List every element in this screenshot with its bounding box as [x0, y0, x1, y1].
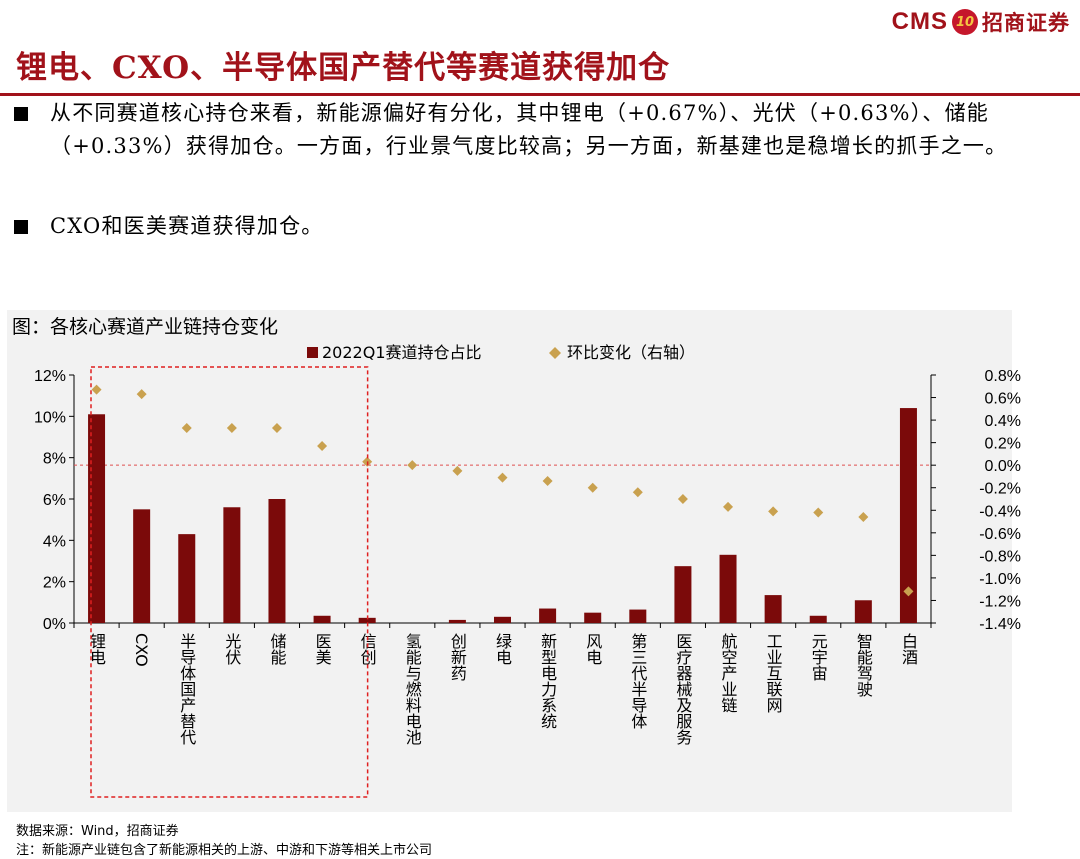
- data-point-diamond: [632, 487, 643, 498]
- bullet-point-1: 从不同赛道核心持仓来看，新能源偏好有分化，其中锂电（+0.67%）、光伏（+0.…: [14, 97, 1074, 201]
- category-label: 元宇宙: [809, 633, 828, 681]
- logo-cms-text: CMS: [891, 8, 948, 35]
- category-label: 医美: [313, 633, 332, 665]
- logo-mark-text: 10: [955, 14, 975, 30]
- category-label: 白酒: [899, 633, 918, 665]
- left-axis-tick-label: 12%: [34, 368, 66, 385]
- category-label: CXO: [132, 633, 151, 667]
- bar: [854, 600, 872, 623]
- bar: [899, 408, 917, 623]
- title-divider: [0, 93, 1080, 96]
- data-point-diamond: [317, 441, 328, 452]
- bar: [809, 615, 827, 623]
- category-label: 锂电: [87, 633, 106, 665]
- bar: [178, 534, 196, 623]
- left-axis-tick-label: 4%: [43, 533, 66, 550]
- data-point-diamond: [813, 507, 824, 518]
- left-axis-tick-label: 2%: [43, 575, 66, 592]
- right-axis-tick-label: -0.8%: [979, 548, 1021, 565]
- left-axis-tick-label: 0%: [43, 616, 66, 633]
- page-title: 锂电、CXO、半导体国产替代等赛道获得加仓: [16, 50, 671, 86]
- bar: [313, 615, 331, 623]
- category-label: 智能驾驶: [854, 633, 873, 698]
- right-axis-tick-label: 0.2%: [985, 436, 1021, 453]
- category-label: 半导体国产替代: [177, 633, 196, 746]
- data-point-diamond: [407, 460, 418, 471]
- bar: [494, 616, 511, 623]
- category-label: 储能: [267, 633, 286, 666]
- data-source: 数据来源：Wind，招商证券: [16, 824, 179, 839]
- bullet-text-1: 从不同赛道核心持仓来看，新能源偏好有分化，其中锂电（+0.67%）、光伏（+0.…: [50, 101, 1008, 158]
- bullet-point-2: CXO和医美赛道获得加仓。: [14, 210, 1074, 244]
- legend-bar-label: 2022Q1赛道持仓占比: [322, 343, 482, 362]
- bar: [223, 507, 241, 623]
- data-point-diamond: [903, 586, 914, 597]
- bar: [584, 612, 602, 623]
- right-axis-tick-label: -1.4%: [979, 616, 1021, 633]
- data-point-diamond: [452, 465, 463, 476]
- footnote: 注：新能源产业链包含了新能源相关的上游、中游和下游等相关上市公司: [16, 843, 433, 858]
- left-axis-tick-label: 10%: [34, 409, 66, 426]
- right-axis-tick-label: 0.0%: [985, 458, 1021, 475]
- category-label: 新型电力系统: [538, 633, 557, 729]
- chart-caption: 图：各核心赛道产业链持仓变化: [12, 316, 279, 338]
- category-label: 氢能与燃料电池: [403, 633, 422, 745]
- chart-panel: [7, 310, 1012, 812]
- data-point-diamond: [181, 422, 192, 433]
- category-label: 工业互联网: [764, 633, 783, 714]
- right-axis-tick-label: -0.2%: [979, 481, 1021, 498]
- category-label: 创新药: [448, 633, 467, 682]
- category-label: 光伏: [222, 633, 241, 665]
- category-label: 绿电: [493, 633, 512, 665]
- data-point-diamond: [136, 389, 147, 400]
- data-point-diamond: [271, 422, 282, 433]
- bar: [539, 608, 557, 623]
- right-axis-tick-label: -1.0%: [979, 571, 1021, 588]
- legend-bar-swatch: [307, 347, 318, 358]
- data-point-diamond: [91, 384, 102, 395]
- category-label: 医疗器械及服务: [673, 633, 692, 746]
- data-point-diamond: [858, 512, 869, 523]
- category-label: 第三代半导体: [628, 633, 647, 729]
- logo-cn-text: 招商证券: [982, 10, 1070, 35]
- logo-mark-icon: 10: [952, 9, 978, 35]
- bullet-square-icon: [14, 107, 28, 121]
- brand-logo: CMS 10 招商证券: [892, 6, 1070, 38]
- highlight-box: [90, 366, 369, 798]
- right-axis-tick-label: -0.6%: [979, 526, 1021, 543]
- bar: [448, 619, 466, 623]
- right-axis-tick-label: 0.8%: [985, 368, 1021, 385]
- bullet-square-icon: [14, 220, 28, 234]
- left-axis-tick-label: 8%: [43, 451, 66, 468]
- legend-diamond-label: 环比变化（右轴）: [567, 343, 695, 362]
- right-axis-tick-label: 0.4%: [985, 413, 1021, 430]
- bar: [133, 509, 151, 623]
- data-point-diamond: [677, 494, 688, 504]
- data-point-diamond: [768, 506, 779, 517]
- bar: [764, 595, 782, 623]
- data-point-diamond: [497, 472, 508, 483]
- data-point-diamond: [587, 482, 598, 493]
- data-point-diamond: [226, 422, 237, 433]
- data-point-diamond: [542, 475, 553, 486]
- bar: [629, 609, 647, 623]
- data-point-diamond: [723, 501, 734, 512]
- bullet-text-2: CXO和医美赛道获得加仓。: [50, 214, 324, 238]
- left-axis-tick-label: 6%: [43, 492, 66, 509]
- right-axis-tick-label: -1.2%: [979, 593, 1021, 610]
- category-label: 航空产业链: [719, 633, 738, 713]
- bar: [268, 499, 286, 623]
- right-axis-tick-label: 0.6%: [985, 391, 1021, 408]
- right-axis-tick-label: -0.4%: [979, 503, 1021, 520]
- bar: [358, 617, 376, 623]
- category-label: 风电: [583, 633, 602, 665]
- legend-diamond-swatch: [549, 347, 561, 359]
- bar: [674, 566, 692, 623]
- bar: [719, 554, 737, 623]
- bar: [88, 414, 106, 623]
- category-label: 信创: [358, 633, 377, 666]
